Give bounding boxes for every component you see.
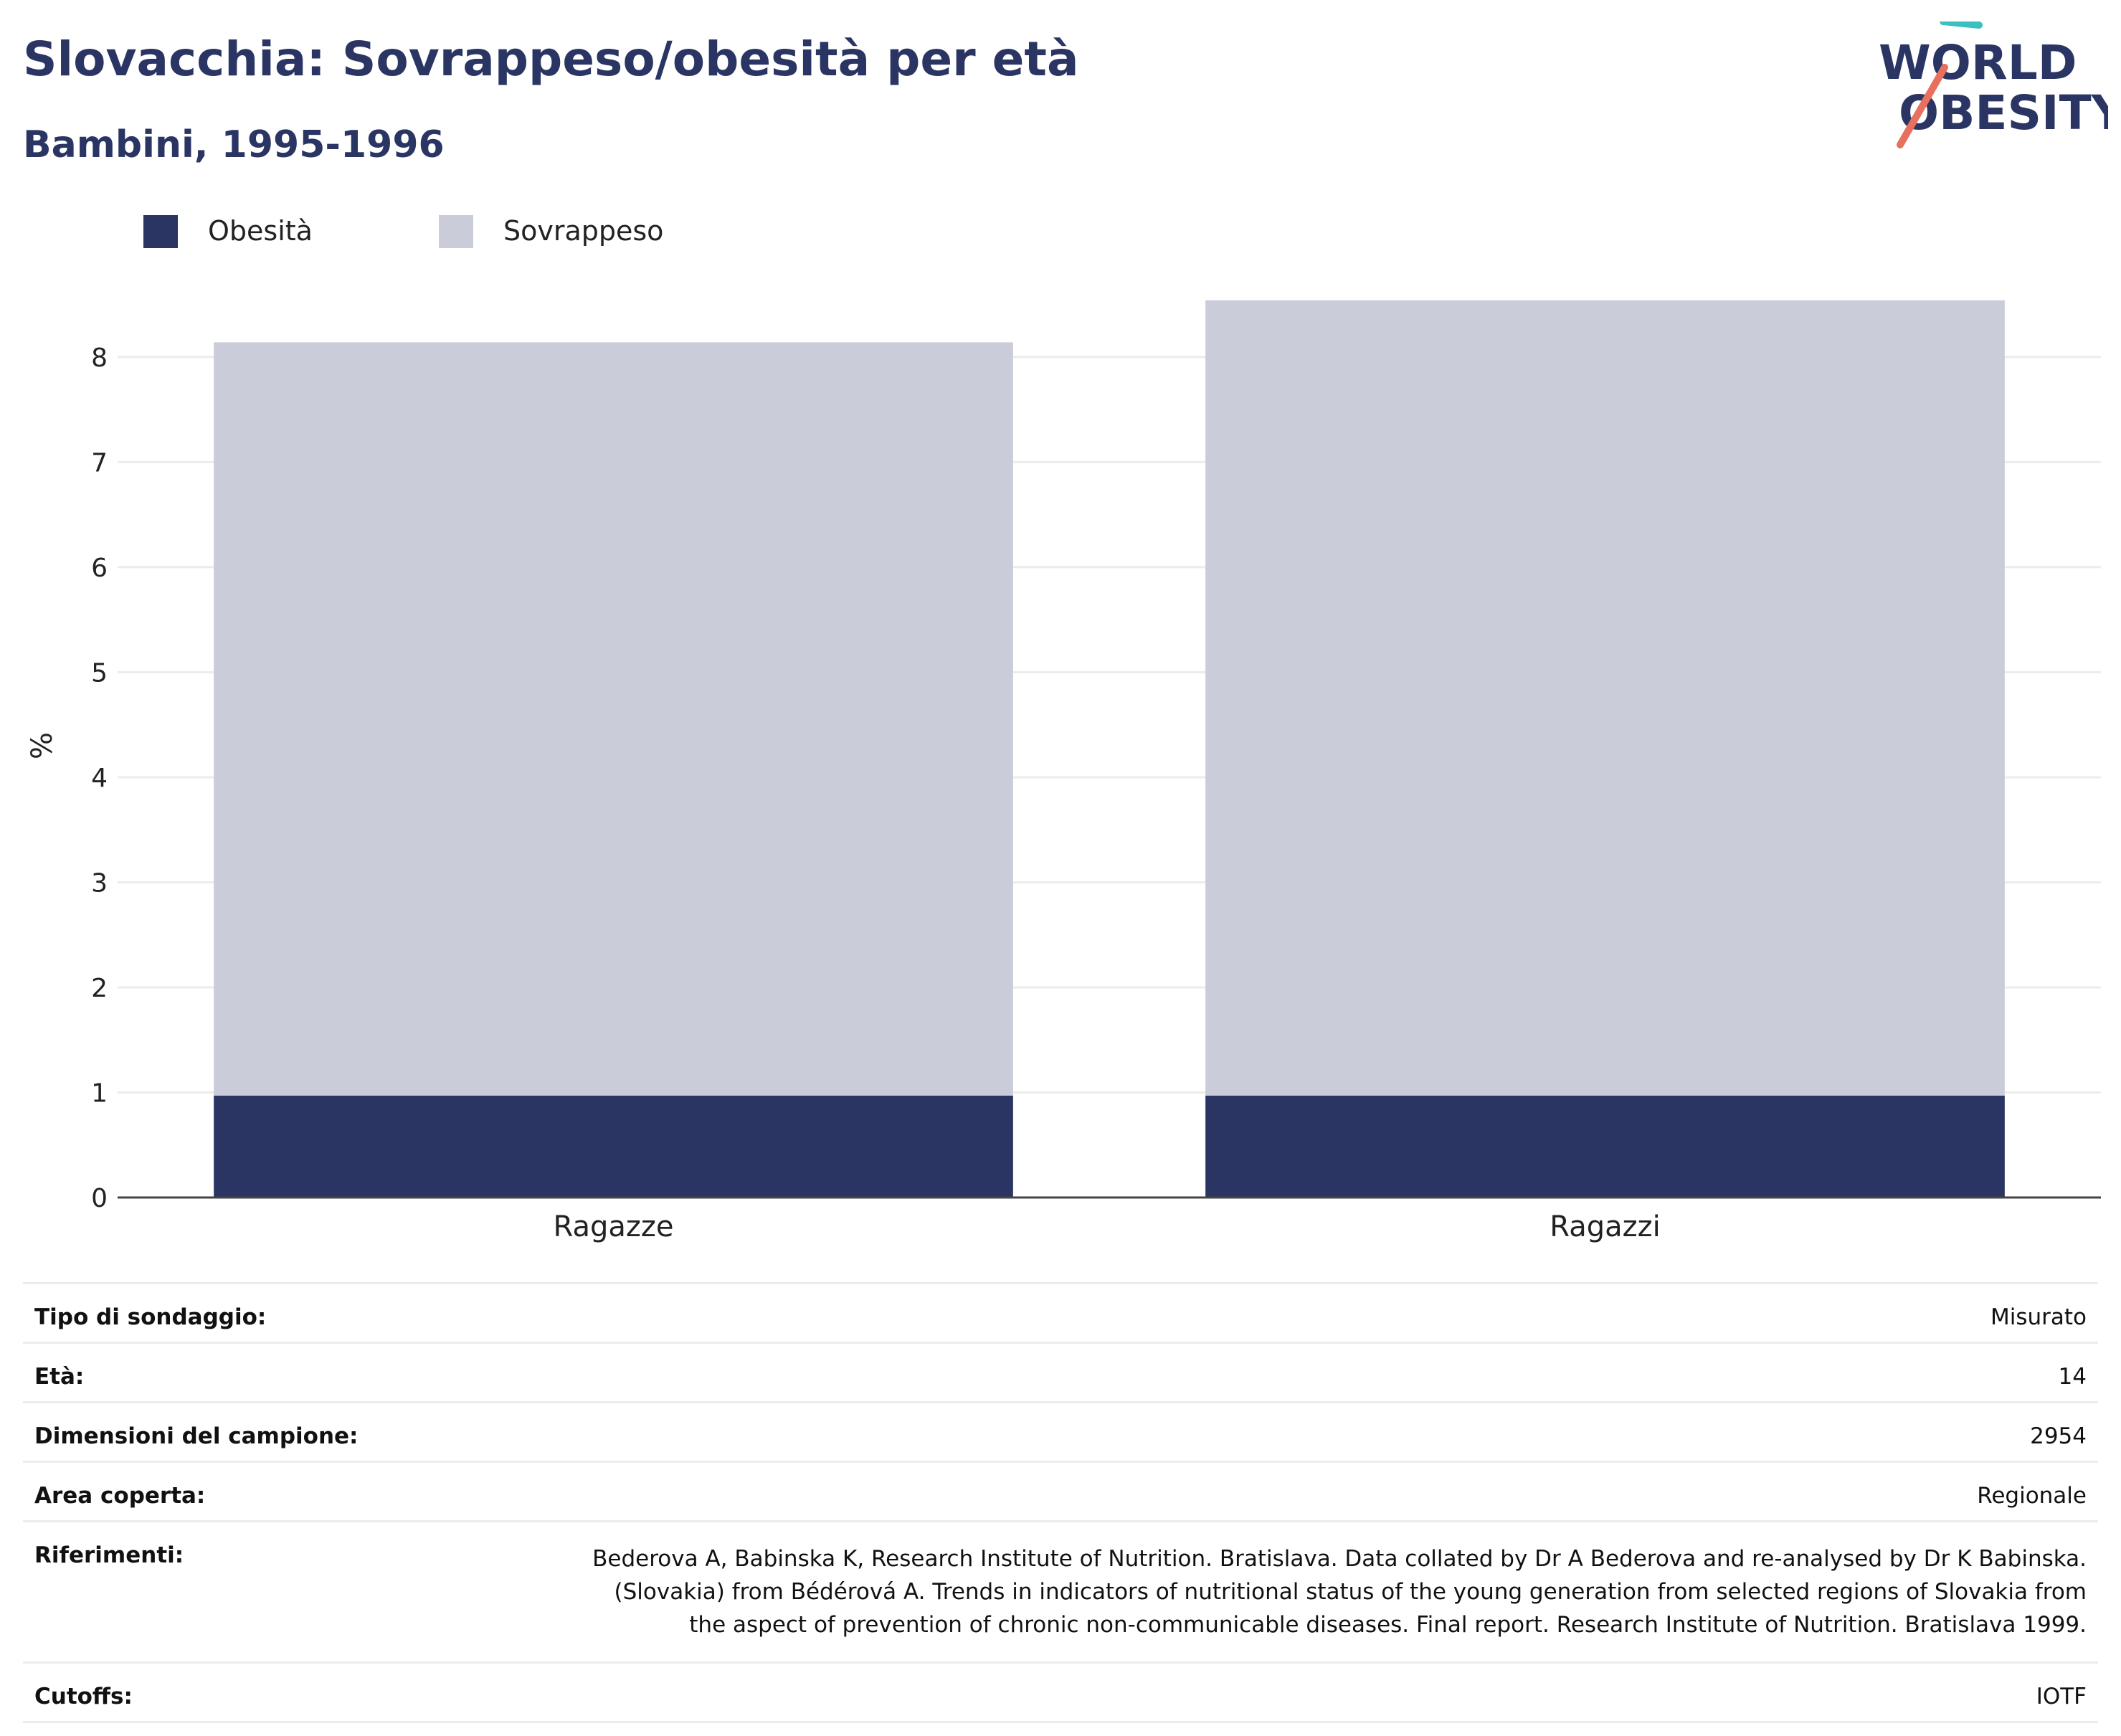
info-row-survey-type: Tipo di sondaggio: Misurato [23, 1284, 2098, 1344]
legend-swatch-sovrappeso [439, 215, 473, 248]
info-value: 14 [2058, 1364, 2087, 1390]
x-category-label: Ragazzi [1550, 1210, 1660, 1243]
bar-ragazzi-sovrappeso [1205, 300, 2005, 1096]
page-title: Slovacchia: Sovrappeso/obesità per età [23, 32, 1079, 87]
y-tick-label: 4 [91, 764, 108, 793]
legend-label-obesita: Obesità [208, 215, 313, 247]
info-key: Età: [34, 1364, 85, 1390]
y-tick-label: 8 [91, 343, 108, 373]
y-tick-label: 7 [91, 448, 108, 478]
info-row-references: Riferimenti: Bederova A, Babinska K, Res… [23, 1522, 2098, 1664]
logo-word-2: OBESITY [1899, 85, 2108, 141]
info-value: Bederova A, Babinska K, Research Institu… [592, 1546, 2087, 1638]
y-tick-label: 0 [91, 1184, 108, 1213]
y-tick-label: 5 [91, 658, 108, 688]
info-row-sample-size: Dimensioni del campione: 2954 [23, 1403, 2098, 1463]
bar-ragazzi-obesita [1205, 1095, 2005, 1197]
info-key: Cutoffs: [34, 1684, 133, 1709]
info-value: 2954 [2030, 1423, 2087, 1449]
info-table: Tipo di sondaggio: Misurato Età: 14 Dime… [23, 1282, 2098, 1723]
y-tick-label: 1 [91, 1078, 108, 1108]
y-tick-label: 6 [91, 554, 108, 583]
logo-teal-slash [1940, 22, 1983, 29]
info-key: Dimensioni del campione: [34, 1423, 359, 1449]
info-row-age: Età: 14 [23, 1344, 2098, 1403]
world-obesity-logo: WORLD OBESITY [1879, 22, 2108, 148]
legend-swatch-obesita [143, 215, 178, 248]
x-category-label: Ragazze [554, 1210, 674, 1243]
y-tick-label: 2 [91, 974, 108, 1003]
logo-word-1: WORLD [1879, 35, 2077, 90]
info-row-area: Area coperta: Regionale [23, 1463, 2098, 1522]
bar-ragazze-obesita [214, 1095, 1013, 1197]
info-key: Area coperta: [34, 1483, 206, 1509]
bar-ragazze-sovrappeso [214, 342, 1013, 1096]
info-value: Regionale [1977, 1483, 2087, 1509]
logo-coral-slash [1897, 64, 1948, 148]
info-key: Riferimenti: [34, 1542, 184, 1568]
y-axis-title: % [26, 732, 59, 759]
info-row-cutoffs: Cutoffs: IOTF [23, 1664, 2098, 1723]
info-value: IOTF [2036, 1684, 2087, 1709]
stacked-bar-chart: 0 1 2 3 4 5 6 7 8% Ragazze Ragazzi [26, 300, 2101, 1243]
info-key: Tipo di sondaggio: [34, 1304, 267, 1330]
legend-label-sovrappeso: Sovrappeso [503, 215, 664, 247]
y-tick-label: 3 [91, 868, 108, 898]
info-value: Misurato [1990, 1304, 2087, 1330]
page-subtitle: Bambini, 1995-1996 [23, 123, 445, 166]
